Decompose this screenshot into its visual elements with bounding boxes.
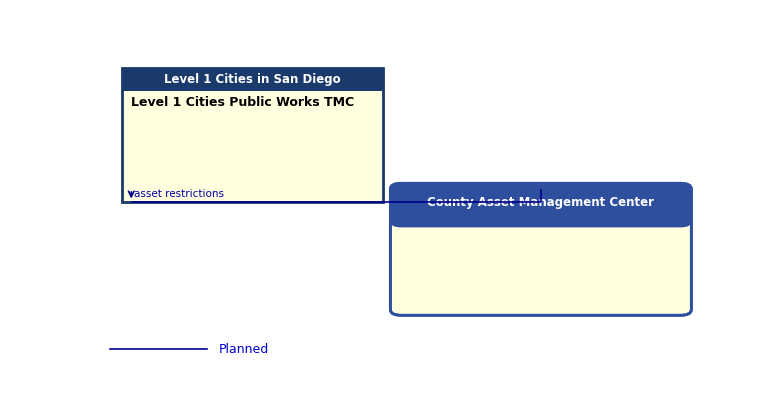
Text: Planned: Planned bbox=[219, 343, 269, 356]
Text: Level 1 Cities in San Diego: Level 1 Cities in San Diego bbox=[164, 73, 341, 86]
Text: asset restrictions: asset restrictions bbox=[135, 189, 224, 199]
Bar bbox=[122, 68, 383, 202]
FancyBboxPatch shape bbox=[391, 183, 691, 227]
Bar bbox=[402, 204, 680, 216]
Text: Level 1 Cities Public Works TMC: Level 1 Cities Public Works TMC bbox=[132, 96, 355, 110]
FancyBboxPatch shape bbox=[391, 183, 691, 315]
Text: County Asset Management Center: County Asset Management Center bbox=[428, 196, 655, 209]
Bar bbox=[122, 68, 383, 91]
